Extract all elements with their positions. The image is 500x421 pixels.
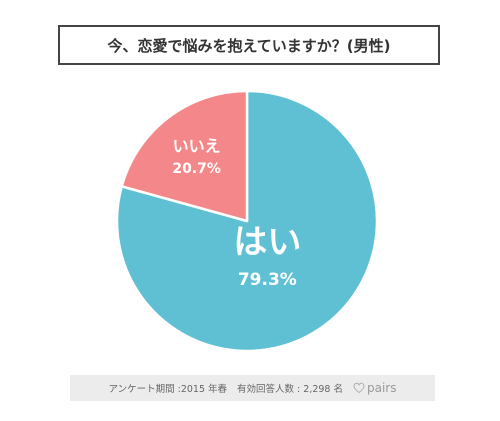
brand-logo: pairs	[353, 381, 397, 395]
brand-name: pairs	[367, 381, 397, 395]
pie-slice-no	[120, 89, 249, 223]
chart-title: 今、恋愛で悩みを抱えていますか？(男性)	[107, 36, 391, 55]
slice-category-label: いいえ	[173, 136, 221, 155]
survey-footer: アンケート期間 :2015 年春 有効回答人数 : 2,298 名 pairs	[70, 375, 435, 401]
slice-value-label: 20.7%	[172, 161, 221, 177]
heart-outline-icon	[353, 382, 365, 394]
respondent-count: 有効回答人数 : 2,298 名	[237, 384, 343, 395]
slice-category-label: はい	[233, 223, 301, 263]
chart-title-box: 今、恋愛で悩みを抱えていますか？(男性)	[58, 25, 440, 65]
slice-value-label: 79.3%	[238, 270, 297, 290]
survey-period: アンケート期間 :2015 年春	[108, 384, 228, 395]
